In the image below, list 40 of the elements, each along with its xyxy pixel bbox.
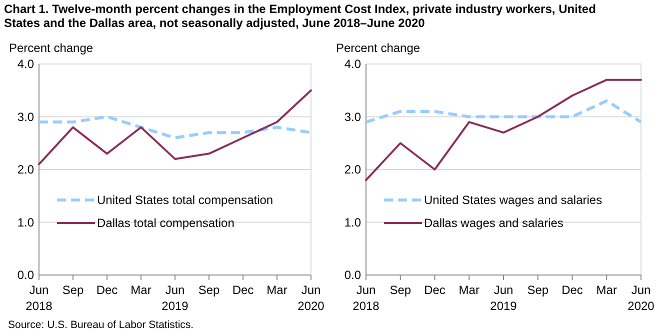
- y-tick-label: 2.0: [344, 162, 362, 177]
- line-series: [365, 78, 642, 182]
- x-tick-label: Mar: [458, 283, 480, 297]
- line-series: [38, 89, 312, 166]
- x-tick-label: Mar: [266, 283, 288, 297]
- y-tick-label: 4.0: [17, 57, 34, 72]
- x-tick-label: Sep: [198, 283, 220, 297]
- x-tick-label: Sep: [527, 283, 549, 297]
- y-tick-label: 1.0: [344, 215, 362, 230]
- y-tick-label: 1.0: [17, 215, 34, 230]
- legend-label: Dallas wages and salaries: [424, 216, 564, 230]
- x-tick-label: Jun 2019: [490, 283, 518, 313]
- x-tick-label: Mar: [130, 283, 152, 297]
- y-tick-label: 3.0: [17, 110, 34, 124]
- x-tick-label: Jun 2018: [352, 283, 380, 313]
- y-tick-label: 2.0: [17, 162, 34, 177]
- y-tick-label: 0.0: [344, 268, 362, 282]
- x-tick-label: Dec: [424, 283, 446, 297]
- x-tick-label: Sep: [62, 283, 84, 297]
- line-series: [38, 115, 312, 140]
- x-tick-label: Jun 2019: [162, 283, 189, 313]
- x-tick-label: Dec: [96, 283, 118, 297]
- line-series: [364, 99, 642, 124]
- x-tick-label: Jun 2018: [26, 283, 53, 313]
- legend-label: United States wages and salaries: [424, 193, 602, 208]
- x-tick-label: Jun 2020: [628, 283, 655, 313]
- source-note: Source: U.S. Bureau of Labor Statistics.: [8, 319, 194, 331]
- x-tick-label: Jun 2020: [298, 283, 325, 313]
- y-tick-label: 3.0: [344, 110, 362, 124]
- chart-title: Chart 1. Twelve-month percent changes in the Employment Cost Index, private industry workers, United States and the Dallas area, not seasonally adjusted, June 2018–June 2020: [4, 2, 596, 30]
- legend-label: Dallas total compensation: [97, 216, 234, 230]
- legend-label: United States total compensation: [97, 193, 274, 208]
- y-axis-title: Percent change: [336, 41, 420, 55]
- x-tick-label: Sep: [390, 283, 412, 297]
- y-tick-label: 4.0: [344, 57, 362, 72]
- y-tick-label: 0.0: [17, 268, 34, 282]
- x-tick-label: Mar: [596, 283, 617, 297]
- x-tick-label: Dec: [232, 283, 254, 297]
- x-tick-label: Dec: [562, 283, 583, 297]
- y-axis-title: Percent change: [9, 41, 94, 55]
